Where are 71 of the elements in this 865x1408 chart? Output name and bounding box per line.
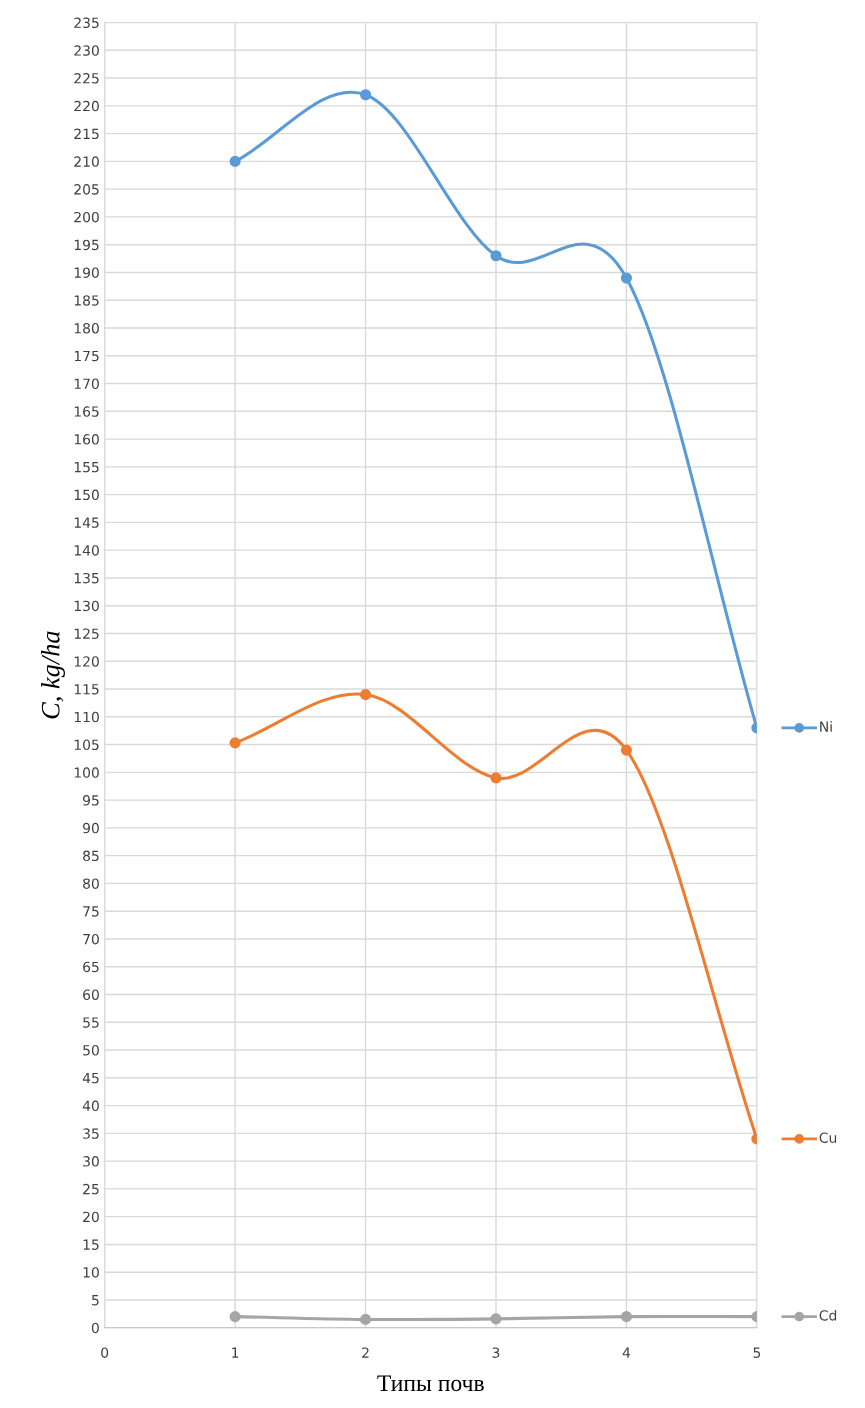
y-tick-label: 165 — [74, 406, 99, 417]
y-tick-label: 175 — [74, 350, 99, 362]
y-tick-label: 50 — [83, 1045, 99, 1056]
y-tick-label: 150 — [74, 489, 99, 501]
y-tick-label: 35 — [83, 1128, 99, 1139]
y-tick-label: 20 — [83, 1211, 99, 1223]
y-tick-label: 230 — [74, 45, 99, 56]
y-tick-label: 95 — [83, 795, 99, 806]
y-tick-label: 75 — [83, 906, 99, 917]
point — [359, 1313, 372, 1325]
y-tick-label: 60 — [83, 989, 99, 1000]
x-tick-label: 2 — [362, 1347, 369, 1358]
x-tick-label: 3 — [492, 1347, 500, 1358]
y-tick-label: 5 — [92, 1295, 99, 1306]
point — [490, 1313, 502, 1325]
point — [359, 689, 372, 701]
y-tick-label: 100 — [74, 767, 99, 778]
y-tick-label: 80 — [83, 878, 99, 889]
y-tick-label: 40 — [82, 1100, 99, 1112]
y-axis-title: C, kg/ha — [41, 631, 65, 719]
y-tick-label: 55 — [83, 1017, 99, 1028]
y-tick-label: 0 — [91, 1322, 99, 1334]
x-tick-label: 4 — [622, 1347, 631, 1358]
y-tick-label: 85 — [83, 850, 99, 862]
y-tick-label: 15 — [83, 1239, 99, 1250]
x-tick-label: 0 — [101, 1347, 109, 1358]
y-tick-label: 215 — [74, 128, 99, 140]
y-tick-label: 180 — [74, 322, 99, 334]
legend-label: Cu — [819, 1132, 837, 1143]
y-tick-label: 210 — [74, 156, 99, 167]
y-tick-label: 110 — [74, 711, 99, 723]
x-tick-label: 5 — [753, 1347, 761, 1358]
point — [490, 772, 502, 784]
y-tick-label: 220 — [74, 100, 99, 112]
y-tick-label: 90 — [83, 822, 99, 834]
y-tick-label: 190 — [74, 267, 99, 278]
y-tick-label: 115 — [74, 684, 99, 695]
y-tick-label: 160 — [74, 434, 99, 445]
y-tick-label: 225 — [74, 73, 99, 84]
point — [620, 1311, 632, 1323]
y-tick-label: 70 — [83, 933, 99, 945]
y-tick-label: 105 — [74, 739, 99, 751]
legend-label: Cd — [819, 1309, 837, 1321]
y-tick-label: 170 — [74, 378, 99, 390]
y-tick-label: 30 — [83, 1156, 99, 1167]
y-tick-label: 155 — [74, 462, 99, 473]
x-tick-label: 1 — [232, 1347, 239, 1358]
y-tick-label: 185 — [74, 295, 99, 306]
y-tick-label: 205 — [74, 184, 99, 195]
y-tick-label: 65 — [83, 961, 99, 973]
y-tick-label: 200 — [74, 211, 99, 223]
y-tick-label: 125 — [74, 628, 99, 639]
y-tick-label: 10 — [83, 1267, 99, 1278]
y-tick-label: 195 — [74, 239, 99, 251]
y-tick-label: 45 — [82, 1072, 99, 1084]
y-tick-label: 120 — [74, 656, 99, 667]
point — [229, 737, 241, 749]
legend-label: Ni — [820, 721, 832, 732]
y-tick-label: 25 — [83, 1183, 99, 1195]
y-tick-label: 135 — [74, 572, 99, 584]
y-tick-label: 235 — [74, 17, 99, 28]
point — [359, 89, 372, 101]
x-axis-title: Типы почв — [377, 1375, 484, 1392]
point — [229, 155, 241, 167]
y-tick-label: 140 — [74, 545, 99, 556]
point — [620, 744, 632, 756]
y-tick-label: 145 — [74, 517, 99, 528]
y-tick-label: 130 — [74, 600, 99, 612]
point — [620, 272, 632, 284]
point — [490, 250, 502, 262]
point — [229, 1311, 241, 1323]
